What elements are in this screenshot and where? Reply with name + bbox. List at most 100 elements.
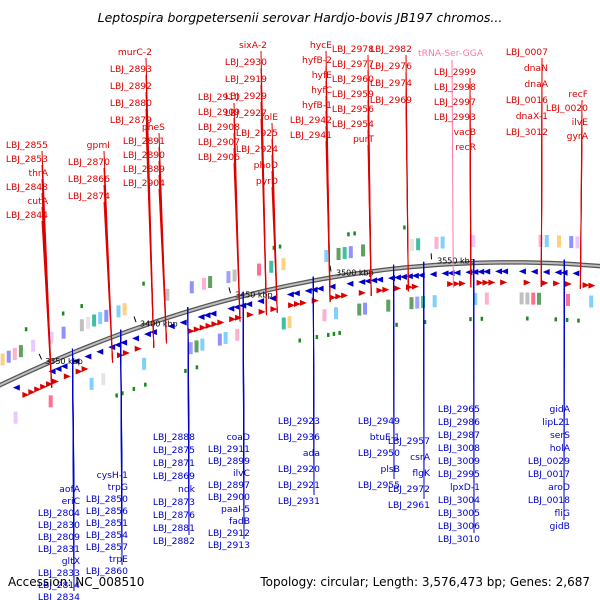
marker-dot: [24, 327, 28, 332]
gene-label: LBJ_2919: [225, 74, 267, 85]
forward-gene-arrow: [588, 282, 596, 289]
leader-line: [540, 137, 543, 287]
feature-block: [432, 295, 437, 308]
gene-label: LBJ_0020: [546, 103, 588, 114]
gene-label: flgK: [412, 468, 431, 479]
forward-gene-arrow: [229, 316, 237, 323]
reverse-gene-arrow: [453, 269, 461, 276]
marker-dot: [565, 317, 569, 322]
feature-block: [269, 260, 274, 273]
marker-dot: [272, 245, 276, 250]
reverse-gene-arrow: [376, 276, 384, 283]
leader-line: [451, 59, 454, 288]
gene-label: sixA-2: [239, 40, 267, 51]
feature-block: [31, 339, 36, 352]
reverse-gene-arrow: [54, 365, 62, 372]
marker-dot: [278, 244, 282, 249]
gene-label: dnaA: [524, 79, 548, 90]
gene-label: paaI-5: [221, 504, 250, 515]
gene-label: ada: [303, 448, 320, 459]
gene-label: LBJ_2880: [110, 98, 152, 109]
gene-label: fadB: [229, 516, 250, 527]
reverse-gene-arrow: [358, 278, 366, 285]
kbp-tick-label: 3500 kbp: [336, 269, 374, 278]
gene-label: LBJ_2881: [153, 523, 195, 534]
marker-dot: [554, 317, 557, 322]
reverse-gene-arrow: [227, 305, 235, 312]
gene-label: LBJ_0017: [528, 469, 570, 480]
reverse-gene-arrow: [471, 268, 479, 275]
gene-label: LBJ_3006: [438, 521, 480, 532]
gene-label: LBJ_2997: [434, 97, 476, 108]
feature-block: [363, 302, 368, 315]
gene-label: LBJ_2924: [236, 144, 278, 155]
forward-gene-arrow: [122, 350, 130, 357]
feature-block: [194, 340, 199, 353]
gene-label: ndk: [178, 484, 196, 495]
feature-block: [281, 317, 286, 330]
feature-block: [409, 297, 414, 310]
gene-label: LBJ_2848: [6, 182, 48, 193]
gene-label: phoD: [254, 160, 278, 171]
feature-block: [142, 357, 147, 370]
reverse-gene-arrow: [84, 353, 92, 360]
feature-block: [122, 303, 127, 316]
gene-label: LBJ_2929: [225, 91, 267, 102]
gene-label: LBJ_0018: [528, 495, 570, 506]
reverse-gene-arrow: [60, 363, 68, 370]
gene-label: LBJ_3009: [438, 456, 480, 467]
gene-label: LBJ_3008: [438, 443, 480, 454]
gene-label: LBJ_2956: [332, 104, 374, 115]
marker-dot: [61, 311, 65, 316]
forward-gene-arrow: [28, 389, 36, 396]
forward-gene-arrow: [193, 326, 201, 333]
gene-label: LBJ_2976: [370, 61, 412, 72]
gene-label: LBJ_2892: [110, 81, 152, 92]
reverse-gene-arrow: [72, 358, 80, 365]
gene-label: LBJ_2921: [278, 480, 320, 491]
marker-dot: [526, 316, 529, 321]
gene-label: LBJ_2969: [370, 95, 412, 106]
gene-label: LBJ_2913: [208, 540, 250, 551]
gene-label: LBJ_3010: [438, 534, 480, 545]
forward-gene-arrow: [246, 311, 254, 318]
gene-label: LBJ_2831: [38, 544, 80, 555]
feature-block: [361, 244, 366, 257]
leader-line: [469, 152, 472, 288]
forward-gene-arrow: [329, 294, 337, 301]
gene-label: LBJ_2833: [38, 568, 80, 579]
marker-dot: [395, 322, 398, 327]
gene-label: LBJ_2882: [153, 536, 195, 547]
leader-line: [271, 186, 278, 313]
forward-gene-arrow: [335, 293, 343, 300]
gene-label: LBJ_2936: [278, 432, 320, 443]
gene-label: eriC: [62, 496, 80, 507]
forward-gene-arrow: [211, 321, 219, 328]
gene-label: LBJ_2853: [6, 154, 48, 165]
feature-block: [569, 236, 574, 249]
marker-dot: [347, 232, 350, 237]
feature-block: [440, 236, 445, 249]
gene-label: dnaX-1: [516, 111, 548, 122]
feature-block: [18, 345, 23, 358]
gene-label: LBJ_2960: [332, 74, 374, 85]
gene-label: lpxD-1: [450, 482, 480, 493]
gene-label: aroD: [548, 482, 570, 493]
feature-block: [232, 269, 237, 282]
forward-gene-arrow: [299, 299, 307, 306]
forward-gene-arrow: [382, 286, 390, 293]
feature-block: [334, 307, 339, 320]
gene-label: serS: [550, 430, 570, 441]
feature-block: [12, 347, 17, 360]
feature-block: [165, 288, 170, 301]
gene-label: LBJ_2987: [438, 430, 480, 441]
gene-label: plsB: [381, 464, 400, 475]
gene-label: LBJ_2870: [68, 157, 110, 168]
gene-label: LBJ_2908: [198, 122, 240, 133]
forward-gene-arrow: [217, 319, 225, 326]
gene-label: LBJ_2941: [290, 130, 332, 141]
forward-gene-arrow: [270, 306, 278, 313]
marker-dot: [353, 231, 356, 236]
feature-block: [473, 292, 478, 305]
forward-gene-arrow: [447, 281, 455, 288]
